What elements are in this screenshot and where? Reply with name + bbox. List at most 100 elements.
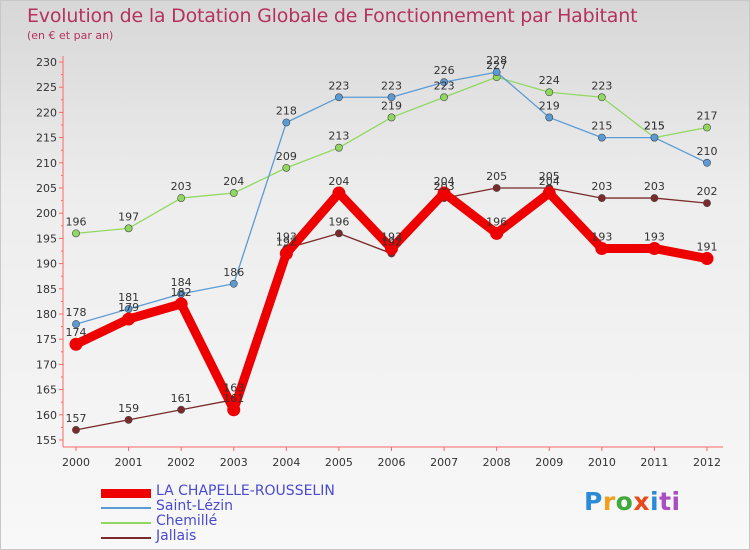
data-label: 203 [171, 180, 192, 193]
data-label: 228 [486, 54, 507, 67]
data-point [545, 113, 554, 122]
x-tick-label: 2001 [115, 456, 143, 469]
data-point [703, 199, 711, 208]
data-label: 181 [118, 291, 139, 304]
legend-swatch [101, 522, 151, 524]
data-point [595, 241, 609, 255]
data-point [437, 186, 451, 200]
data-point [597, 93, 606, 102]
data-point [72, 426, 80, 434]
data-point [124, 224, 133, 233]
data-label: 157 [66, 412, 87, 425]
data-point [229, 189, 238, 197]
legend-label: Chemillé [156, 513, 218, 529]
data-point [335, 229, 343, 238]
y-tick-label: 165 [36, 384, 57, 397]
data-label: 204 [539, 175, 560, 188]
data-label: 191 [697, 241, 718, 254]
data-point [597, 133, 606, 142]
data-label: 223 [434, 79, 455, 92]
data-point [229, 279, 238, 288]
legend-swatch [101, 488, 151, 498]
data-point [492, 68, 501, 76]
data-point [703, 123, 711, 132]
data-label: 192 [276, 236, 297, 249]
data-label: 193 [381, 230, 402, 243]
y-tick-label: 225 [36, 81, 57, 94]
data-point [490, 226, 504, 240]
data-point [440, 93, 448, 102]
data-label: 204 [434, 175, 455, 188]
data-label: 223 [381, 79, 402, 92]
x-tick-label: 2009 [535, 456, 563, 469]
legend-label: LA CHAPELLE-ROUSSELIN [156, 483, 335, 499]
data-point [227, 403, 241, 417]
data-label: 215 [644, 120, 665, 133]
data-label: 224 [539, 74, 560, 87]
data-label: 161 [223, 392, 244, 405]
data-point [385, 241, 398, 255]
data-label: 227 [486, 59, 507, 72]
y-tick-label: 185 [36, 283, 57, 296]
x-tick-label: 2011 [640, 456, 668, 469]
data-point [545, 88, 554, 97]
chart-subtitle: (en € et par an) [27, 29, 114, 42]
data-label: 203 [591, 180, 612, 193]
y-tick-label: 195 [36, 232, 57, 245]
series-line [71, 188, 712, 415]
data-point [174, 297, 188, 311]
data-label: 159 [118, 402, 139, 415]
x-tick-label: 2008 [483, 456, 511, 469]
data-label: 215 [644, 120, 665, 133]
data-point [122, 312, 136, 326]
chart-title: Evolution de la Dotation Globale de Fonc… [27, 5, 638, 27]
y-tick-label: 230 [36, 56, 57, 69]
series-0 [69, 186, 714, 417]
data-label: 179 [118, 301, 139, 314]
legend-item: LA CHAPELLE-ROUSSELIN [101, 483, 401, 500]
data-label: 223 [591, 79, 612, 92]
data-point [647, 241, 661, 255]
proxiti-logo[interactable]: Proxiti [584, 487, 681, 516]
data-label: 193 [591, 230, 612, 243]
data-point [124, 415, 133, 424]
data-label: 205 [486, 170, 507, 183]
y-tick-label: 215 [36, 132, 57, 145]
legend: LA CHAPELLE-ROUSSELIN Saint-Lézin Chemillé… [101, 483, 401, 545]
data-label: 178 [66, 306, 87, 319]
data-label: 196 [486, 215, 507, 228]
data-point [335, 93, 343, 102]
data-point [492, 184, 501, 192]
data-point [279, 247, 293, 261]
data-label: 215 [591, 120, 612, 133]
data-label: 186 [223, 266, 244, 279]
data-label: 163 [223, 382, 244, 395]
data-point [332, 186, 346, 200]
y-tick-label: 190 [36, 258, 57, 271]
data-label: 204 [328, 175, 349, 188]
data-label: 205 [539, 170, 560, 183]
x-tick-label: 2002 [167, 456, 195, 469]
y-tick-label: 220 [36, 106, 57, 119]
data-point [700, 252, 714, 266]
data-point [387, 93, 396, 102]
data-label: 210 [697, 145, 718, 158]
x-tick-label: 2004 [272, 456, 300, 469]
data-point [387, 113, 396, 122]
data-point [650, 194, 659, 202]
data-label: 218 [276, 104, 297, 117]
data-label: 213 [328, 130, 349, 143]
data-label: 219 [539, 99, 560, 112]
legend-swatch [101, 537, 151, 539]
data-label: 184 [171, 276, 192, 289]
y-tick-label: 210 [36, 157, 57, 170]
legend-label: Saint-Lézin [156, 498, 234, 514]
data-point [282, 163, 291, 172]
data-point [72, 320, 80, 328]
y-tick-label: 180 [36, 308, 57, 321]
data-label: 203 [434, 180, 455, 193]
x-tick-label: 2005 [325, 456, 353, 469]
data-point [650, 133, 659, 142]
data-point [282, 118, 291, 127]
